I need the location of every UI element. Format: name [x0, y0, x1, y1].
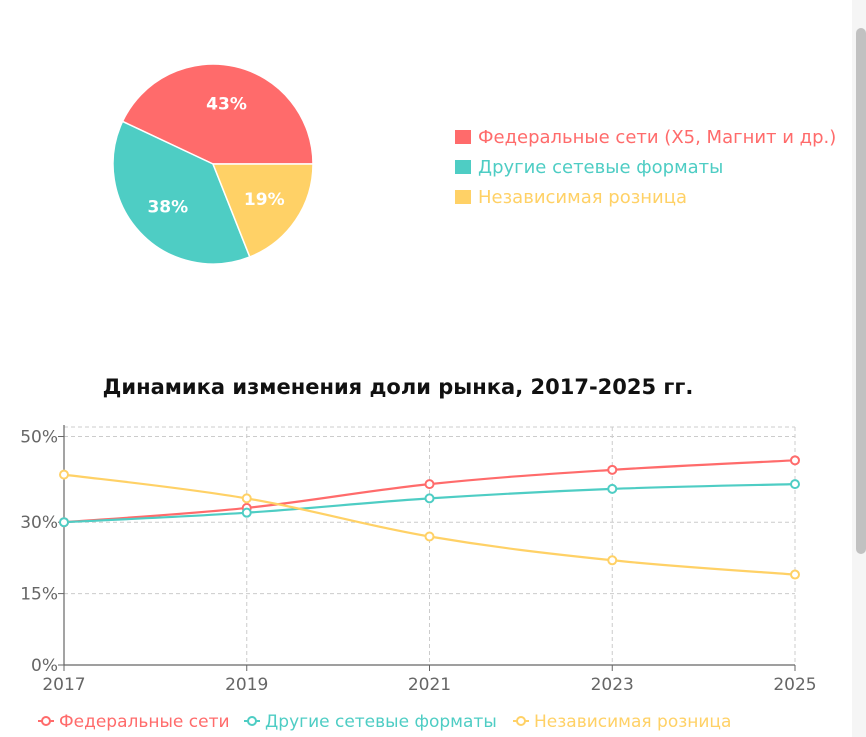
chart-title: Динамика изменения доли рынка, 2017-2025…	[103, 375, 694, 399]
pie-slice[interactable]	[211, 163, 314, 258]
legend-swatch[interactable]	[455, 190, 471, 204]
x-tick-label: 2023	[591, 675, 634, 695]
x-tick-label: 2025	[773, 675, 816, 695]
pie-slice-label: 43%	[206, 94, 247, 114]
data-point[interactable]	[59, 517, 69, 528]
legend-swatch[interactable]	[455, 130, 471, 144]
pie-slice-label: 38%	[147, 197, 188, 217]
series-points	[59, 455, 800, 580]
legend-marker[interactable]	[516, 716, 526, 726]
legend-label[interactable]: Другие сетевые форматы	[478, 157, 723, 178]
data-point[interactable]	[59, 469, 69, 480]
y-axis-tick-labels: 0% 15% 30% 50%	[20, 428, 58, 676]
y-tick-label: 30%	[20, 513, 58, 533]
x-tick-label: 2019	[225, 675, 268, 695]
legend-marker[interactable]	[247, 716, 257, 726]
pie-slices	[112, 63, 314, 265]
data-point[interactable]	[424, 493, 435, 504]
pie-slice-label: 19%	[244, 190, 285, 210]
data-point[interactable]	[790, 455, 800, 466]
scrollbar-thumb[interactable]	[856, 28, 866, 554]
axes	[58, 425, 796, 671]
data-point[interactable]	[241, 493, 252, 504]
data-point[interactable]	[424, 479, 435, 490]
x-axis-tick-labels: 2017 2019 2021 2023 2025	[42, 675, 816, 695]
y-tick-label: 50%	[20, 428, 58, 448]
pie-slice[interactable]	[112, 120, 251, 265]
market-dynamics-line-chart: Динамика изменения доли рынка, 2017-2025…	[20, 375, 816, 732]
legend-label[interactable]: Федеральные сети (X5, Магнит и др.)	[478, 127, 836, 148]
pie-slice[interactable]	[121, 63, 314, 165]
pie-labels: 43% 38% 19%	[147, 94, 284, 217]
pie-legend[interactable]: Федеральные сети (X5, Магнит и др.) Други…	[455, 127, 836, 208]
legend-label[interactable]: Независимая розница	[534, 712, 731, 732]
series-line[interactable]	[63, 473, 796, 576]
data-point[interactable]	[241, 507, 252, 518]
data-point[interactable]	[424, 531, 435, 542]
legend-label[interactable]: Другие сетевые форматы	[265, 712, 497, 732]
x-tick-label: 2021	[408, 675, 451, 695]
y-tick-label: 15%	[20, 585, 58, 605]
y-tick-label: 0%	[31, 656, 58, 676]
line-legend[interactable]: Федеральные сети Другие сетевые форматы Не…	[38, 712, 731, 732]
legend-marker[interactable]	[41, 716, 51, 726]
legend-label[interactable]: Независимая розница	[478, 187, 687, 208]
data-point[interactable]	[790, 569, 800, 580]
market-share-pie-chart: 43% 38% 19% Федеральные сети (X5, Магнит и…	[112, 63, 836, 265]
data-point[interactable]	[607, 483, 618, 494]
data-point[interactable]	[607, 555, 618, 566]
legend-swatch[interactable]	[455, 160, 471, 174]
legend-label[interactable]: Федеральные сети	[59, 712, 230, 732]
data-point[interactable]	[790, 479, 800, 490]
grid-lines	[64, 426, 796, 665]
x-tick-label: 2017	[42, 675, 85, 695]
data-point[interactable]	[607, 464, 618, 475]
